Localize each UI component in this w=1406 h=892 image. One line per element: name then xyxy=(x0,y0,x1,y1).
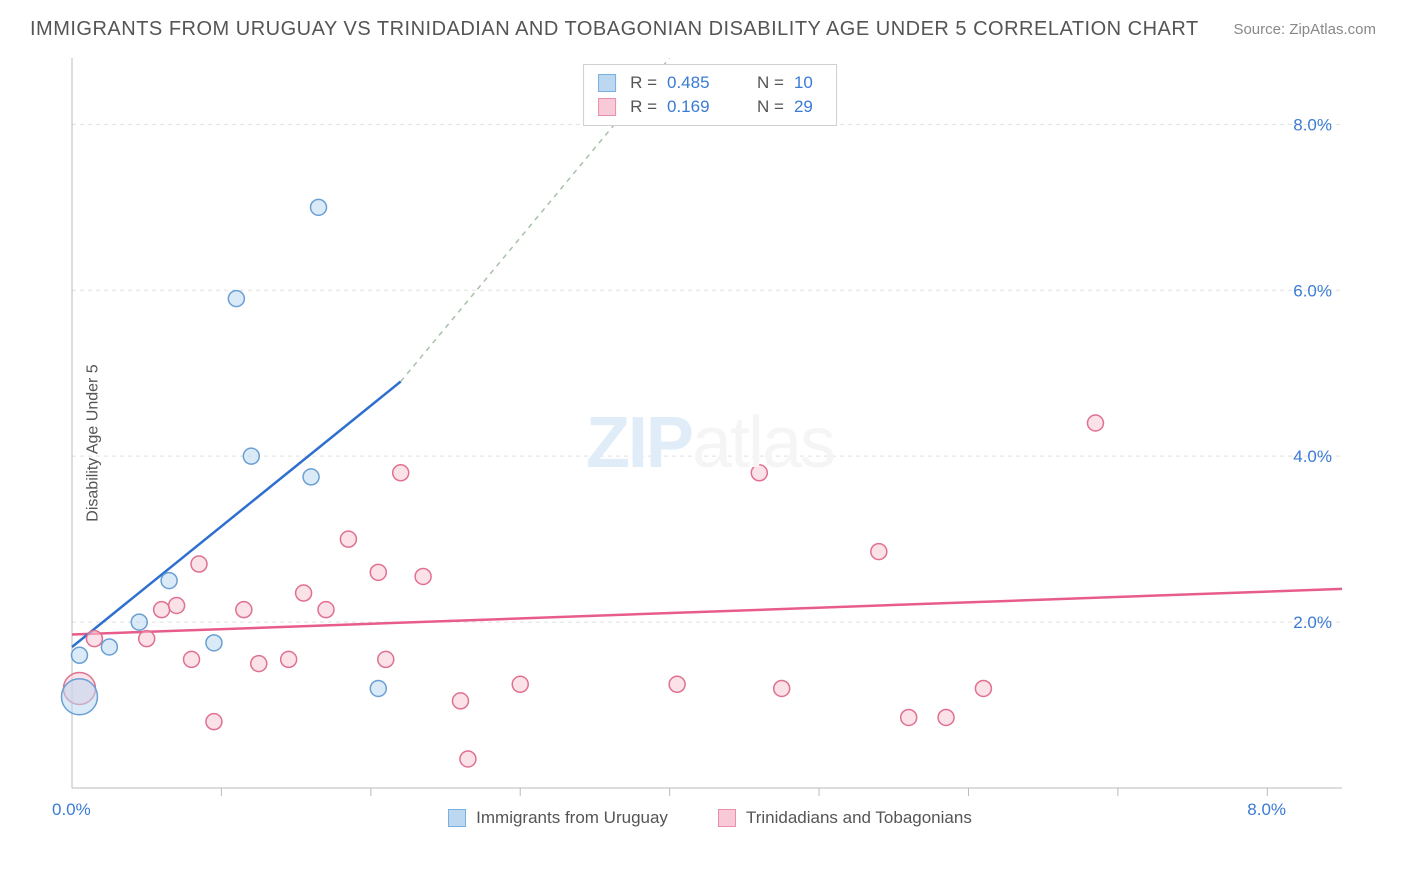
correlation-legend: R = 0.485 N = 10 R = 0.169 N = 29 xyxy=(583,64,837,126)
legend-swatch-icon xyxy=(448,809,466,827)
legend-swatch-trinidad xyxy=(598,98,616,116)
r-value: 0.169 xyxy=(667,95,727,119)
r-label: R = xyxy=(630,95,657,119)
n-label: N = xyxy=(757,95,784,119)
svg-text:4.0%: 4.0% xyxy=(1293,447,1332,466)
r-label: R = xyxy=(630,71,657,95)
scatter-plot: 2.0% 4.0% 6.0% 8.0% xyxy=(60,58,1360,828)
series-legend: Immigrants from Uruguay Trinidadians and… xyxy=(60,808,1360,828)
legend-row: R = 0.169 N = 29 xyxy=(598,95,822,119)
legend-swatch-uruguay xyxy=(598,74,616,92)
chart-title: IMMIGRANTS FROM URUGUAY VS TRINIDADIAN A… xyxy=(30,18,1199,41)
y-axis-label: Disability Age Under 5 xyxy=(85,364,103,521)
legend-item: Trinidadians and Tobagonians xyxy=(718,808,972,828)
legend-row: R = 0.485 N = 10 xyxy=(598,71,822,95)
source-label: Source: ZipAtlas.com xyxy=(1233,21,1376,38)
r-value: 0.485 xyxy=(667,71,727,95)
chart-area: Disability Age Under 5 ZIPatlas 2.0%4.0%… xyxy=(60,58,1360,828)
svg-text:6.0%: 6.0% xyxy=(1293,281,1332,300)
n-value: 10 xyxy=(794,71,822,95)
n-label: N = xyxy=(757,71,784,95)
legend-swatch-icon xyxy=(718,809,736,827)
legend-label: Immigrants from Uruguay xyxy=(476,808,668,828)
n-value: 29 xyxy=(794,95,822,119)
legend-item: Immigrants from Uruguay xyxy=(448,808,668,828)
legend-label: Trinidadians and Tobagonians xyxy=(746,808,972,828)
svg-text:2.0%: 2.0% xyxy=(1293,613,1332,632)
svg-text:8.0%: 8.0% xyxy=(1293,115,1332,134)
